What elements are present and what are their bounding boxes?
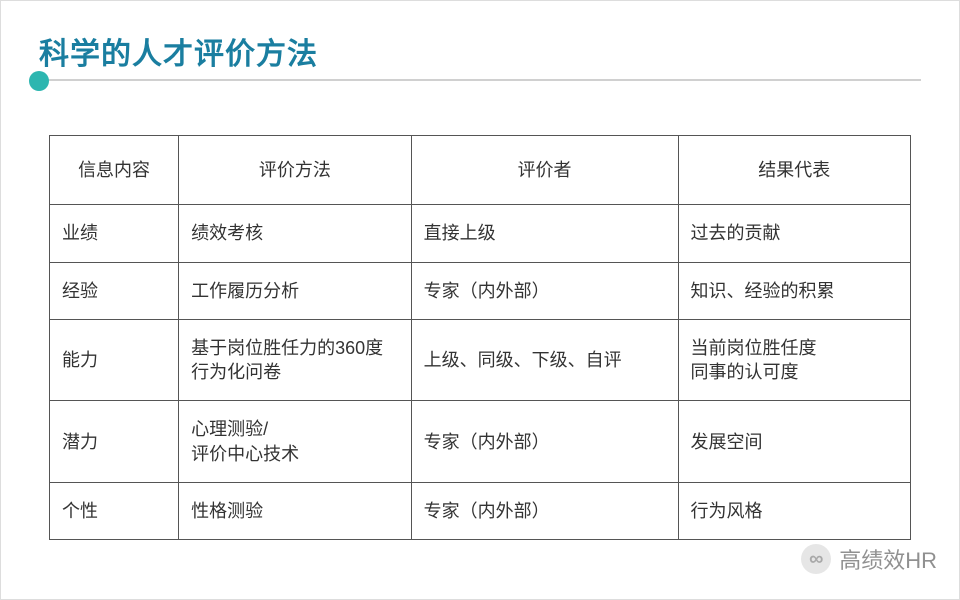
cell: 潜力 bbox=[50, 401, 179, 483]
cell: 专家（内外部） bbox=[411, 262, 678, 319]
cell: 绩效考核 bbox=[179, 205, 411, 262]
table-row: 经验 工作履历分析 专家（内外部） 知识、经验的积累 bbox=[50, 262, 911, 319]
watermark-text: 高绩效HR bbox=[839, 543, 937, 575]
cell: 个性 bbox=[50, 483, 179, 540]
title-row: 科学的人才评价方法 bbox=[39, 29, 921, 73]
cell: 性格测验 bbox=[179, 483, 411, 540]
col-header: 结果代表 bbox=[678, 136, 910, 205]
col-header: 评价者 bbox=[411, 136, 678, 205]
col-header: 信息内容 bbox=[50, 136, 179, 205]
table-row: 业绩 绩效考核 直接上级 过去的贡献 bbox=[50, 205, 911, 262]
wechat-icon: ∞ bbox=[801, 544, 831, 574]
table-wrap: 信息内容 评价方法 评价者 结果代表 业绩 绩效考核 直接上级 过去的贡献 经验… bbox=[39, 135, 921, 540]
cell: 发展空间 bbox=[678, 401, 910, 483]
evaluation-table: 信息内容 评价方法 评价者 结果代表 业绩 绩效考核 直接上级 过去的贡献 经验… bbox=[49, 135, 911, 540]
cell: 能力 bbox=[50, 319, 179, 401]
cell: 基于岗位胜任力的360度行为化问卷 bbox=[179, 319, 411, 401]
wechat-icon-glyph: ∞ bbox=[809, 548, 823, 571]
cell: 知识、经验的积累 bbox=[678, 262, 910, 319]
cell: 直接上级 bbox=[411, 205, 678, 262]
table-row: 能力 基于岗位胜任力的360度行为化问卷 上级、同级、下级、自评 当前岗位胜任度… bbox=[50, 319, 911, 401]
cell: 行为风格 bbox=[678, 483, 910, 540]
cell: 经验 bbox=[50, 262, 179, 319]
table-row: 个性 性格测验 专家（内外部） 行为风格 bbox=[50, 483, 911, 540]
cell: 专家（内外部） bbox=[411, 401, 678, 483]
slide-title: 科学的人才评价方法 bbox=[39, 29, 318, 73]
cell: 过去的贡献 bbox=[678, 205, 910, 262]
cell: 业绩 bbox=[50, 205, 179, 262]
accent-dot bbox=[29, 71, 49, 91]
table-header-row: 信息内容 评价方法 评价者 结果代表 bbox=[50, 136, 911, 205]
cell: 心理测验/评价中心技术 bbox=[179, 401, 411, 483]
accent-wrap bbox=[39, 77, 921, 95]
cell: 专家（内外部） bbox=[411, 483, 678, 540]
slide: 科学的人才评价方法 信息内容 评价方法 评价者 结果代表 业绩 绩效考核 bbox=[0, 0, 960, 600]
watermark: ∞ 高绩效HR bbox=[801, 543, 937, 575]
cell: 工作履历分析 bbox=[179, 262, 411, 319]
col-header: 评价方法 bbox=[179, 136, 411, 205]
cell: 上级、同级、下级、自评 bbox=[411, 319, 678, 401]
table-row: 潜力 心理测验/评价中心技术 专家（内外部） 发展空间 bbox=[50, 401, 911, 483]
cell: 当前岗位胜任度同事的认可度 bbox=[678, 319, 910, 401]
